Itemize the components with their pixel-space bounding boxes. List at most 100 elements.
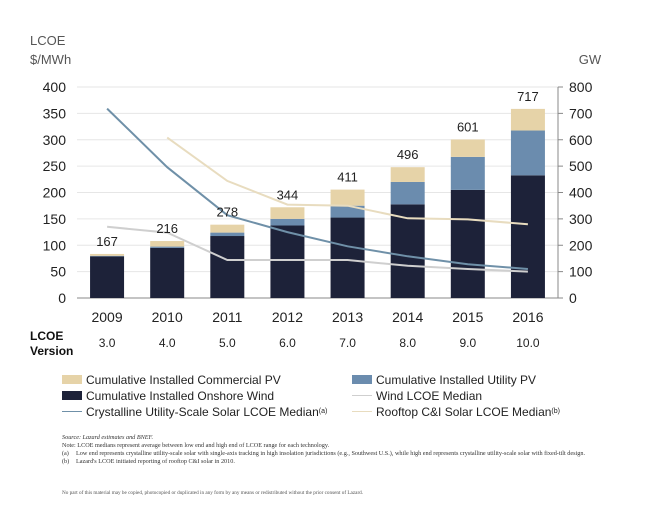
bar-segment <box>210 232 245 237</box>
bars <box>90 108 545 298</box>
legend-line-wind-lcoe <box>352 395 372 396</box>
bar-segment <box>390 181 425 205</box>
left-axis-title-line2: $/MWh <box>30 52 71 67</box>
note-b: (b) Lazard's LCOE initiated reporting of… <box>62 458 632 466</box>
legend-label-utility-solar-lcoe: Crystalline Utility-Scale Solar LCOE Med… <box>86 404 319 419</box>
lcoe-line <box>107 225 528 273</box>
legend-label-utility-pv: Cumulative Installed Utility PV <box>376 372 537 387</box>
bar-segment <box>210 224 245 233</box>
lcoe-version-value: 6.0 <box>279 336 296 350</box>
lcoe-version-value: 9.0 <box>459 336 476 350</box>
left-axis-title-line1: LCOE <box>30 33 66 48</box>
bar-segment <box>450 189 485 298</box>
legend-label-wind-lcoe: Wind LCOE Median <box>376 388 483 403</box>
right-tick-label: 400 <box>569 185 593 201</box>
legend-utility-solar-lcoe: Crystalline Utility-Scale Solar LCOE Med… <box>62 405 352 419</box>
lcoe-version-label-line2: Version <box>30 344 73 358</box>
bar-totals: 167 216 278 344 411 496 601 717 <box>96 89 539 249</box>
note-a-text: Low end represents crystalline utility-s… <box>76 450 585 457</box>
left-tick-label: 50 <box>50 264 66 280</box>
lcoe-version-value: 8.0 <box>399 336 416 350</box>
source-note: Source: Lazard estimates and BNEF. <box>62 434 154 441</box>
left-tick-label: 250 <box>43 158 67 174</box>
bar-segment <box>210 236 245 298</box>
bar-segment <box>390 167 425 182</box>
copyright-footer: No part of this material may be copied, … <box>62 490 364 496</box>
bar-segment <box>510 175 545 298</box>
legend-row: Cumulative Installed Commercial PV Cumul… <box>62 372 642 387</box>
note-b-mark: (b) <box>62 458 70 465</box>
left-axis-ticks: 0 50 100 150 200 250 300 350 400 <box>43 79 67 306</box>
legend-sup-b: (b) <box>551 408 560 415</box>
bar-segment <box>90 256 125 298</box>
legend-label-commercial-pv: Cumulative Installed Commercial PV <box>86 372 281 387</box>
left-tick-label: 350 <box>43 105 67 121</box>
bar-segment <box>270 225 305 298</box>
x-tick-label: 2012 <box>272 309 303 325</box>
gridlines <box>77 86 558 273</box>
legend-utility-pv: Cumulative Installed Utility PV <box>352 373 642 387</box>
lcoe-version-value: 7.0 <box>339 336 356 350</box>
bar-segment <box>450 139 485 157</box>
x-tick-label: 2010 <box>152 309 183 325</box>
left-tick-label: 400 <box>43 79 67 95</box>
legend-line-utility-solar-lcoe <box>62 411 82 412</box>
lcoe-versions: 3.0 4.0 5.0 6.0 7.0 8.0 9.0 10.0 <box>99 336 540 350</box>
bar-total-label: 601 <box>457 119 479 134</box>
bar-segment <box>330 205 365 218</box>
legend-sup-a: (a) <box>318 408 328 415</box>
bar-segment <box>90 255 125 257</box>
legend: Cumulative Installed Commercial PV Cumul… <box>62 372 642 420</box>
right-tick-label: 500 <box>569 158 593 174</box>
chart: LCOE $/MWh GW 0 50 100 150 200 250 300 350 400 0… <box>30 33 602 358</box>
legend-swatch-commercial-pv <box>62 375 82 384</box>
bar-segment <box>270 207 305 219</box>
x-tick-label: 2009 <box>91 309 122 325</box>
right-tick-label: 0 <box>569 290 577 306</box>
note-a: (a) Low end represents crystalline utili… <box>62 450 632 458</box>
lcoe-version-label: LCOE Version <box>30 329 73 358</box>
legend-label-onshore-wind: Cumulative Installed Onshore Wind <box>86 388 275 403</box>
left-tick-label: 100 <box>43 237 67 253</box>
bar-total-label: 496 <box>397 147 419 162</box>
lcoe-line <box>166 136 528 226</box>
right-tick-label: 800 <box>569 79 593 95</box>
right-tick-label: 100 <box>569 264 593 280</box>
bar-segment <box>150 246 185 248</box>
right-tick-label: 600 <box>569 132 593 148</box>
legend-label-rooftop-solar-lcoe: Rooftop C&I Solar LCOE Median <box>376 404 552 419</box>
left-tick-label: 0 <box>58 290 66 306</box>
legend-onshore-wind: Cumulative Installed Onshore Wind <box>62 389 352 403</box>
general-note: Note: LCOE medians represent average bet… <box>62 442 330 449</box>
bar-segment <box>330 217 365 298</box>
bar-segment <box>510 130 545 176</box>
lcoe-version-value: 10.0 <box>516 336 540 350</box>
bar-segment <box>330 189 365 206</box>
legend-row: Cumulative Installed Onshore Wind Wind L… <box>62 388 642 403</box>
x-tick-label: 2011 <box>212 309 242 325</box>
bar-segment <box>90 253 125 256</box>
note-b-text: Lazard's LCOE initiated reporting of roo… <box>76 458 235 465</box>
left-tick-label: 300 <box>43 132 67 148</box>
left-axis-title: LCOE $/MWh <box>30 33 71 67</box>
right-axis-ticks: 0 100 200 300 400 500 600 700 800 <box>558 79 593 306</box>
bar-segment <box>390 204 425 298</box>
bar-total-label: 717 <box>517 89 539 104</box>
legend-row: Crystalline Utility-Scale Solar LCOE Med… <box>62 404 642 419</box>
right-tick-label: 700 <box>569 105 593 121</box>
bar-total-label: 167 <box>96 234 118 249</box>
legend-wind-lcoe: Wind LCOE Median <box>352 389 642 403</box>
x-tick-label: 2013 <box>332 309 363 325</box>
bar-total-label: 344 <box>277 187 299 202</box>
lcoe-lines <box>106 107 528 273</box>
right-tick-label: 200 <box>569 237 593 253</box>
notes: Source: Lazard estimates and BNEF. Note:… <box>62 434 632 466</box>
lcoe-version-value: 4.0 <box>159 336 176 350</box>
legend-commercial-pv: Cumulative Installed Commercial PV <box>62 373 352 387</box>
bar-total-label: 411 <box>337 170 358 185</box>
left-tick-label: 200 <box>43 185 67 201</box>
lcoe-version-label-line1: LCOE <box>30 329 63 343</box>
bar-segment <box>510 108 545 131</box>
bar-total-label: 216 <box>156 221 178 236</box>
x-tick-label: 2015 <box>452 309 483 325</box>
